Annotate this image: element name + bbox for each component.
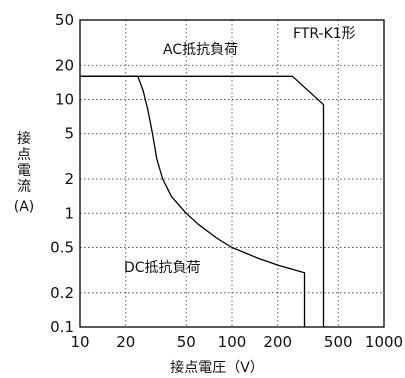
grid-lines [80,20,384,327]
series-label-ac: AC抵抗負荷 [163,42,238,58]
y-tick-label: 1 [64,204,74,222]
x-axis-label: 接点電圧（V） [170,359,264,376]
x-tick-label: 500 [324,333,353,351]
y-tick-label: 50 [55,11,74,29]
model-label: FTR-K1形 [293,26,356,42]
x-tick-label: 10 [70,333,89,351]
y-axis-label-char-2: 電 [17,163,31,179]
y-axis-label-char-3: 流 [17,179,31,195]
x-tick-label: 1000 [365,333,403,351]
x-tick-label: 20 [116,333,135,351]
x-tick-label: 200 [263,333,292,351]
y-tick-label: 0.1 [50,318,74,336]
y-axis-label-char-0: 接 [17,130,31,147]
series-layer [80,75,325,327]
plot-frame [79,19,385,328]
series-label-dc: DC抵抗負荷 [124,260,201,276]
x-tick-label: 100 [218,333,247,351]
y-tick-label: 10 [55,91,74,109]
y-axis-label-char-1: 点 [17,147,31,163]
y-tick-label: 5 [64,125,74,143]
x-tick-label: 50 [177,333,196,351]
series-line-dc [80,75,306,327]
y-tick-label: 0.5 [50,238,74,256]
series-line-ac [80,75,325,327]
y-tick-label: 2 [64,170,74,188]
x-tick-labels: 10 20 50 100 200 500 1000 [70,333,403,351]
y-axis-label-unit: (A) [14,199,35,215]
y-tick-label: 20 [55,56,74,74]
y-tick-label: 0.2 [50,284,74,302]
y-tick-labels: 0.1 0.2 0.5 1 2 5 10 20 50 [50,11,74,336]
